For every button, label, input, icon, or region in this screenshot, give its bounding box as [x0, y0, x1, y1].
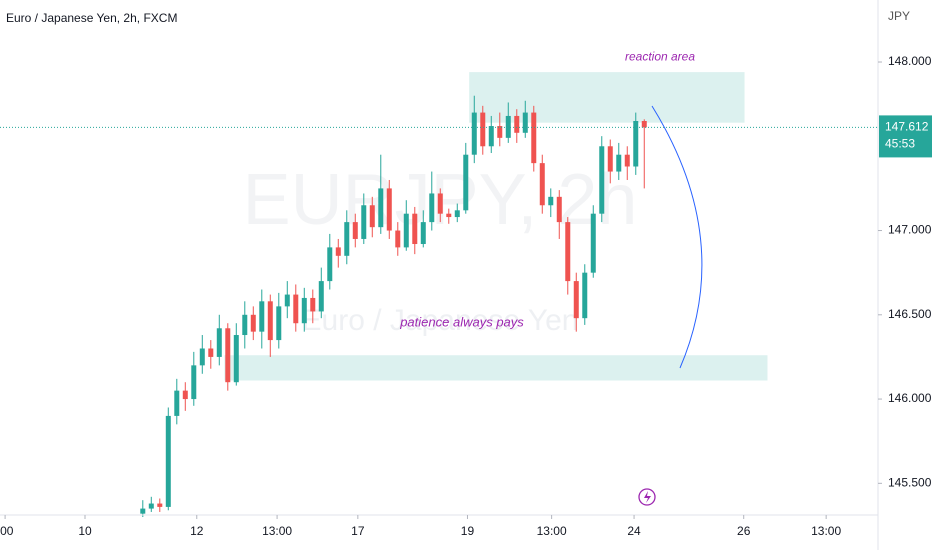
- candle-body: [327, 247, 333, 282]
- candle-body: [310, 297, 316, 312]
- candle-body: [216, 328, 222, 357]
- x-tick-label: 13:00: [262, 524, 292, 538]
- candle-body: [446, 213, 452, 218]
- candle-body: [488, 126, 494, 147]
- candle-body: [267, 301, 273, 341]
- candle-body: [624, 154, 630, 167]
- x-tick-label: 10: [78, 524, 92, 538]
- candle-body: [548, 196, 554, 206]
- y-tick-label: 146.500: [888, 307, 932, 321]
- last-price-box: [879, 115, 932, 158]
- candle-body: [157, 503, 163, 507]
- candle-body: [607, 146, 613, 172]
- watermark: EURJPY, 2h Euro / Japanese Yen: [243, 160, 638, 337]
- candle-body: [259, 301, 265, 332]
- candle-body: [208, 348, 214, 357]
- candle-body: [539, 163, 545, 206]
- candle-body: [301, 297, 307, 324]
- candle-body: [395, 230, 401, 248]
- candle-body: [616, 154, 622, 172]
- candle-body: [191, 365, 197, 400]
- candle-body: [582, 272, 588, 319]
- x-tick-label: 17: [351, 524, 365, 538]
- arc-arrow: [651, 105, 703, 369]
- candle-body: [174, 390, 180, 416]
- plot: reaction area patience always pays: [140, 49, 768, 518]
- candle-body: [276, 306, 282, 341]
- candle-body: [386, 188, 392, 231]
- candle-body: [514, 115, 520, 133]
- candle-body: [148, 503, 154, 509]
- candle-body: [565, 222, 571, 282]
- zone: [224, 355, 768, 381]
- candle-body: [318, 281, 324, 312]
- x-tick-label: 26: [737, 524, 751, 538]
- candle-body: [599, 146, 605, 214]
- candle-body: [284, 294, 290, 307]
- chart-title: Euro / Japanese Yen, 2h, FXCM: [6, 11, 177, 25]
- x-tick-label: 13:00: [537, 524, 567, 538]
- candle-body: [437, 193, 443, 214]
- candle-body: [633, 120, 639, 167]
- candle-body: [480, 112, 486, 147]
- candle-body: [403, 213, 409, 248]
- candle-body: [522, 112, 528, 133]
- candle-body: [531, 112, 537, 164]
- candle-body: [140, 508, 146, 514]
- candle-body: [361, 205, 367, 239]
- candle-body: [182, 390, 188, 400]
- y-tick-label: 145.500: [888, 475, 932, 489]
- last-price-label: 147.612: [885, 120, 929, 134]
- candle-body: [233, 335, 239, 383]
- zone: [469, 72, 745, 123]
- candle-body: [335, 247, 341, 256]
- candle-body: [250, 314, 256, 332]
- candle-body: [573, 281, 579, 319]
- watermark-name: Euro / Japanese Yen: [302, 304, 579, 337]
- x-tick-label: 19: [461, 524, 475, 538]
- candle-body: [293, 294, 299, 324]
- candle-body: [429, 193, 435, 223]
- x-tick-label: 13:00: [811, 524, 841, 538]
- candle-body: [242, 314, 248, 336]
- x-tick-label: 12: [190, 524, 204, 538]
- candle-body: [641, 120, 647, 128]
- candle-body: [463, 154, 469, 211]
- y-tick-label: 146.000: [888, 391, 932, 405]
- y-tick-label: 147.000: [888, 223, 932, 237]
- candle-body: [420, 222, 426, 245]
- x-tick-label: :00: [0, 524, 14, 538]
- annotation: patience always pays: [399, 315, 524, 330]
- candle-body: [556, 196, 562, 223]
- candle-body: [199, 348, 205, 366]
- x-tick-label: 24: [627, 524, 641, 538]
- countdown: 45:53: [885, 137, 915, 151]
- candle-body: [454, 210, 460, 218]
- candle-body: [471, 112, 477, 155]
- annotation: reaction area: [625, 49, 695, 63]
- candle-body: [165, 415, 171, 507]
- candle-body: [344, 222, 350, 256]
- candle-body: [497, 126, 503, 138]
- y-tick-label: 148.000: [888, 54, 932, 68]
- candle-body: [225, 328, 231, 383]
- candle-body: [369, 205, 375, 228]
- candle-body: [590, 213, 596, 273]
- y-unit: JPY: [888, 9, 910, 23]
- event-bolt: [644, 491, 651, 503]
- candle-body: [505, 115, 511, 138]
- candle-body: [352, 222, 358, 239]
- candle-body: [412, 213, 418, 245]
- candle-body: [378, 188, 384, 228]
